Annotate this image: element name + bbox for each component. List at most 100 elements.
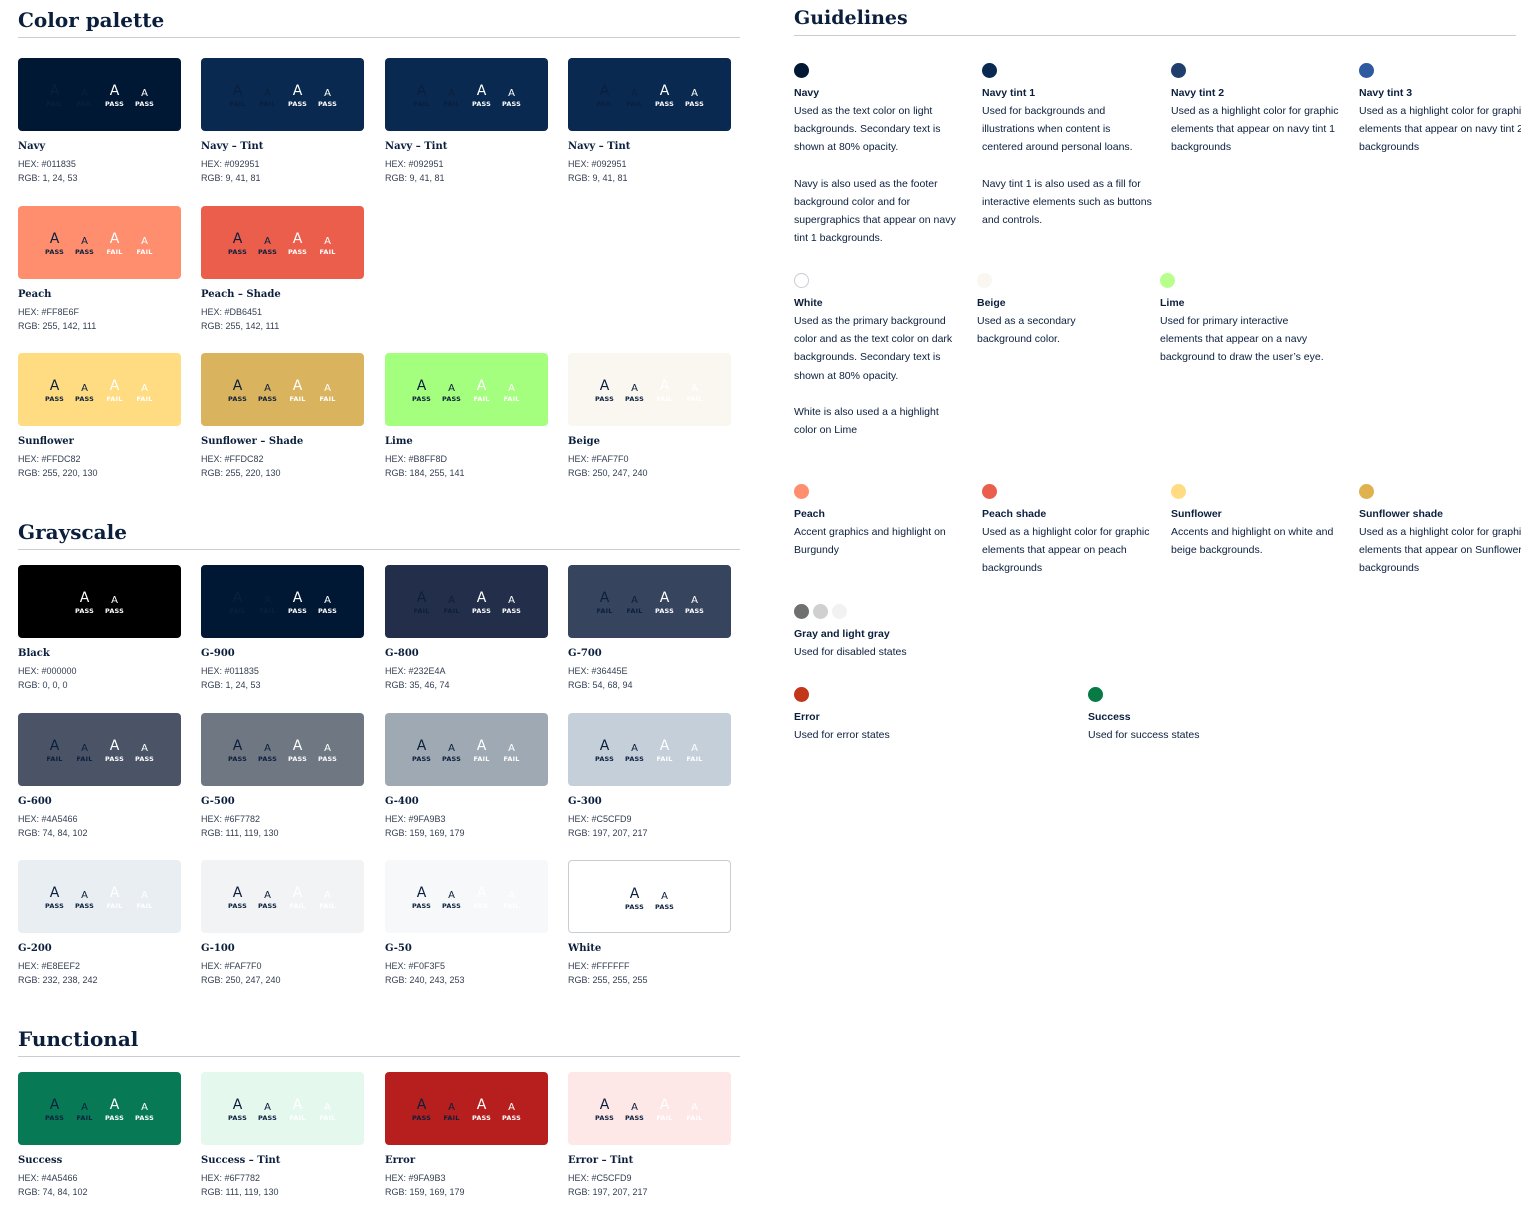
sample-glyph: A [416, 83, 427, 99]
contrast-sample: A PASS [45, 232, 65, 262]
guideline-item: Navy tint 3 Used as a highlight color for… [1359, 63, 1521, 157]
contrast-sample: A FAIL [288, 886, 308, 916]
swatch-name: Sunflower [18, 436, 74, 447]
swatch-rgb: RGB: 159, 169, 179 [385, 1187, 465, 1197]
swatch-card: A FAIL A FAIL A PASS A PASS G-700 HEX: #36445E RGB… [568, 565, 731, 705]
sample-glyph: A [232, 885, 243, 901]
swatch-hex: HEX: #FFDC82 [201, 454, 264, 464]
swatch-rgb: RGB: 9, 41, 81 [201, 173, 261, 183]
contrast-sample: A PASS [412, 739, 432, 769]
color-swatch: A PASS A PASS A FAIL A FAIL [18, 353, 181, 426]
sample-glyph: A [631, 1102, 638, 1113]
color-swatch: A FAIL A FAIL A PASS A PASS [385, 565, 548, 638]
contrast-sample: A FAIL [75, 1098, 95, 1128]
sample-glyph: A [416, 590, 427, 606]
contrast-sample: A PASS [595, 1098, 615, 1128]
swatch-card: A PASS A PASS Black HEX: #000000 RGB: 0, 0, 0 [18, 565, 181, 705]
sample-glyph: A [324, 743, 331, 754]
contrast-sample: A PASS [595, 379, 615, 409]
contrast-samples: A FAIL A FAIL A PASS A PASS [201, 84, 364, 114]
guideline-description: Used as a highlight color for graphic el… [1171, 105, 1339, 154]
swatch-name: Error [385, 1155, 416, 1166]
contrast-verdict: FAIL [656, 755, 673, 763]
color-swatch: A FAIL A FAIL A PASS A PASS [201, 565, 364, 638]
color-dots [1171, 484, 1341, 500]
sample-glyph: A [232, 83, 243, 99]
swatch-hex: HEX: #232E4A [385, 666, 446, 676]
contrast-sample: A FAIL [75, 739, 95, 769]
contrast-sample: A FAIL [442, 591, 462, 621]
sample-glyph: A [416, 738, 427, 754]
contrast-samples: A PASS A PASS A FAIL A FAIL [201, 1098, 364, 1128]
color-swatch: A PASS A PASS A FAIL A FAIL [385, 860, 548, 933]
contrast-verdict: FAIL [473, 755, 490, 763]
contrast-sample: A PASS [258, 379, 278, 409]
swatch-rgb: RGB: 111, 119, 130 [201, 828, 279, 838]
sample-glyph: A [508, 890, 515, 901]
sample-glyph: A [691, 88, 698, 99]
color-dot-icon [813, 604, 828, 619]
contrast-samples: A PASS A PASS A FAIL A FAIL [201, 886, 364, 916]
swatch-rgb: RGB: 255, 142, 111 [18, 321, 97, 331]
contrast-verdict: PASS [227, 248, 248, 256]
sample-glyph: A [109, 1097, 120, 1113]
swatch-hex: HEX: #FAF7F0 [568, 454, 629, 464]
contrast-sample: A PASS [412, 1098, 432, 1128]
contrast-sample: A PASS [502, 84, 522, 114]
sample-glyph: A [264, 595, 271, 606]
contrast-verdict: PASS [317, 755, 338, 763]
sample-glyph: A [49, 378, 60, 394]
swatch-name: G-100 [201, 943, 235, 954]
sample-glyph: A [629, 886, 640, 902]
contrast-sample: A FAIL [595, 591, 615, 621]
sample-glyph: A [232, 231, 243, 247]
contrast-sample: A PASS [288, 591, 308, 621]
sample-glyph: A [476, 83, 487, 99]
guideline-item: White Used as the primary background colo… [794, 273, 964, 439]
contrast-verdict: FAIL [656, 395, 673, 403]
guideline-name: Peach shade [982, 508, 1047, 520]
contrast-verdict: PASS [411, 755, 432, 763]
contrast-verdict: FAIL [596, 607, 613, 615]
contrast-samples: A PASS A PASS A FAIL A FAIL [568, 739, 731, 769]
guideline-description: Used for disabled states [794, 646, 907, 658]
swatch-card: A PASS A PASS A PASS A FAIL Peach – Shade HEX: #D… [201, 206, 364, 346]
contrast-verdict: PASS [471, 1114, 492, 1122]
sample-glyph: A [659, 738, 670, 754]
swatch-hex: HEX: #FAF7F0 [201, 961, 262, 971]
color-swatch: A PASS A FAIL A PASS A PASS [18, 1072, 181, 1145]
contrast-verdict: PASS [411, 395, 432, 403]
functional-title: Functional [18, 1021, 740, 1057]
swatch-card: A PASS A PASS A FAIL A FAIL Lime HEX: #B8FF8D RGB:… [385, 353, 548, 493]
swatch-name: G-600 [18, 796, 52, 807]
contrast-verdict: PASS [501, 100, 522, 108]
swatch-card: A FAIL A FAIL A PASS A PASS Navy – Tint HEX: #092… [201, 58, 364, 198]
sample-glyph: A [324, 88, 331, 99]
contrast-verdict: FAIL [473, 902, 490, 910]
contrast-sample: A FAIL [685, 1098, 705, 1128]
contrast-verdict: FAIL [106, 902, 123, 910]
contrast-verdict: FAIL [319, 248, 336, 256]
contrast-sample: A PASS [258, 232, 278, 262]
color-dot-icon [982, 63, 997, 78]
contrast-verdict: PASS [227, 395, 248, 403]
contrast-sample: A FAIL [45, 739, 65, 769]
sample-glyph: A [599, 83, 610, 99]
contrast-sample: A PASS [685, 84, 705, 114]
swatch-rgb: RGB: 250, 247, 240 [568, 468, 648, 478]
swatch-hex: HEX: #092951 [385, 159, 444, 169]
sample-glyph: A [659, 1097, 670, 1113]
contrast-sample: A PASS [75, 232, 95, 262]
sample-glyph: A [292, 231, 303, 247]
sample-glyph: A [109, 378, 120, 394]
swatch-name: G-900 [201, 648, 235, 659]
sample-glyph: A [631, 383, 638, 394]
sample-glyph: A [79, 590, 90, 606]
contrast-samples: A FAIL A FAIL A PASS A PASS [568, 84, 731, 114]
sample-glyph: A [476, 590, 487, 606]
color-swatch: A FAIL A FAIL A PASS A PASS [568, 58, 731, 131]
swatch-name: Success [18, 1155, 63, 1166]
color-swatch: A FAIL A FAIL A PASS A PASS [18, 58, 181, 131]
color-swatch: A FAIL A FAIL A PASS A PASS [18, 713, 181, 786]
contrast-verdict: FAIL [136, 902, 153, 910]
